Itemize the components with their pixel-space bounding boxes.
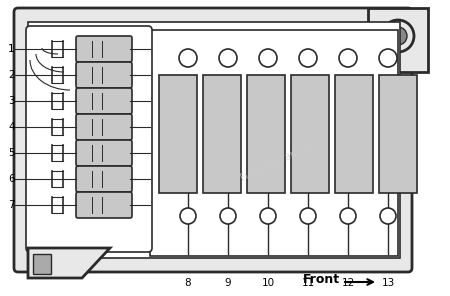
FancyBboxPatch shape bbox=[76, 140, 132, 166]
Text: 9: 9 bbox=[225, 278, 231, 288]
Text: 6: 6 bbox=[8, 174, 14, 184]
FancyBboxPatch shape bbox=[26, 26, 152, 252]
Polygon shape bbox=[28, 248, 110, 278]
FancyBboxPatch shape bbox=[76, 36, 132, 62]
Circle shape bbox=[219, 49, 237, 67]
Bar bbox=[28, 22, 400, 258]
Text: Front: Front bbox=[303, 273, 340, 286]
FancyBboxPatch shape bbox=[76, 192, 132, 218]
FancyBboxPatch shape bbox=[76, 62, 132, 88]
Circle shape bbox=[180, 208, 196, 224]
Text: 13: 13 bbox=[382, 278, 395, 288]
Bar bbox=[368, 8, 428, 72]
FancyBboxPatch shape bbox=[247, 75, 285, 193]
Circle shape bbox=[260, 208, 276, 224]
FancyBboxPatch shape bbox=[14, 8, 412, 272]
Circle shape bbox=[379, 49, 397, 67]
FancyBboxPatch shape bbox=[291, 75, 329, 193]
Circle shape bbox=[220, 208, 236, 224]
Text: 10: 10 bbox=[261, 278, 274, 288]
Circle shape bbox=[380, 208, 396, 224]
Circle shape bbox=[382, 20, 414, 52]
Text: 4: 4 bbox=[8, 122, 14, 132]
FancyBboxPatch shape bbox=[76, 166, 132, 192]
Text: 8: 8 bbox=[184, 278, 191, 288]
FancyBboxPatch shape bbox=[203, 75, 241, 193]
FancyBboxPatch shape bbox=[159, 75, 197, 193]
Circle shape bbox=[179, 49, 197, 67]
Circle shape bbox=[299, 49, 317, 67]
Text: FuseDiagram.info: FuseDiagram.info bbox=[239, 137, 321, 183]
Circle shape bbox=[259, 49, 277, 67]
FancyBboxPatch shape bbox=[379, 75, 417, 193]
FancyBboxPatch shape bbox=[76, 88, 132, 114]
Text: 2: 2 bbox=[8, 70, 14, 80]
Text: 11: 11 bbox=[302, 278, 315, 288]
Circle shape bbox=[340, 208, 356, 224]
FancyBboxPatch shape bbox=[76, 114, 132, 140]
Text: 5: 5 bbox=[8, 148, 14, 158]
Bar bbox=[33, 254, 51, 274]
Text: 1: 1 bbox=[8, 44, 14, 54]
Text: 3: 3 bbox=[8, 96, 14, 106]
Circle shape bbox=[339, 49, 357, 67]
Text: 7: 7 bbox=[8, 200, 14, 210]
Circle shape bbox=[389, 27, 407, 45]
Bar bbox=[150, 30, 398, 256]
Circle shape bbox=[300, 208, 316, 224]
FancyBboxPatch shape bbox=[335, 75, 373, 193]
Text: 12: 12 bbox=[342, 278, 355, 288]
